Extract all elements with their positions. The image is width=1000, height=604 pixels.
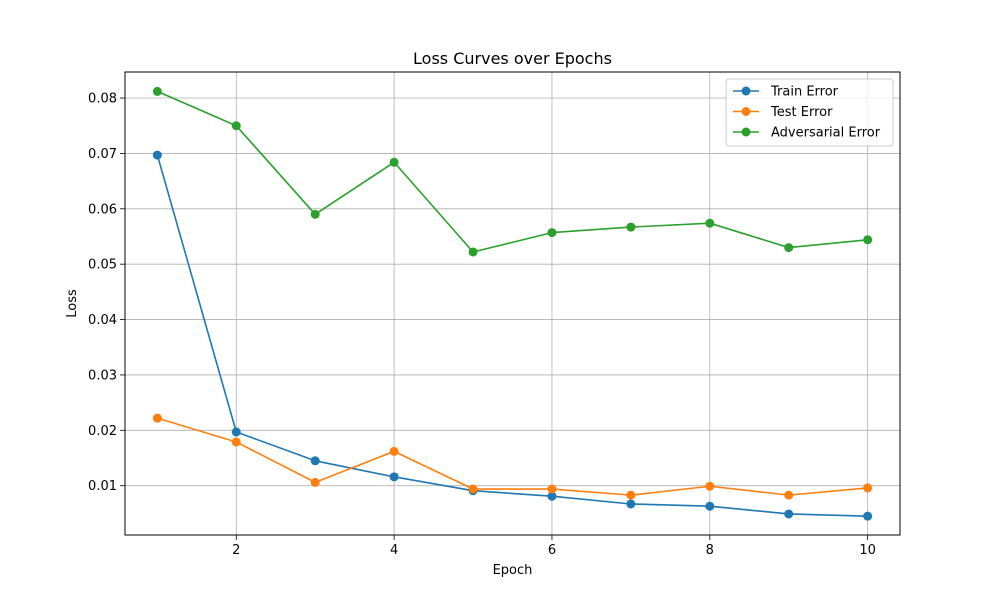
data-point: [310, 477, 320, 487]
x-axis-label: Epoch: [493, 563, 533, 578]
x-tick-label: 2: [232, 543, 240, 558]
data-point: [389, 446, 399, 456]
legend-label: Adversarial Error: [771, 126, 881, 141]
x-tick-label: 4: [390, 543, 398, 558]
data-point: [389, 157, 399, 167]
data-point: [626, 490, 636, 500]
data-point: [231, 437, 241, 447]
data-point: [152, 413, 162, 423]
plot-frame: [124, 71, 901, 536]
data-point: [705, 501, 715, 511]
x-tick-label: 8: [706, 543, 714, 558]
plot-area: [125, 72, 900, 535]
data-point: [705, 218, 715, 228]
data-point: [547, 228, 557, 238]
series-line: [157, 90, 868, 253]
data-point: [231, 121, 241, 131]
series-layer: [152, 86, 873, 521]
data-point: [626, 222, 636, 232]
y-tick-label: 0.01: [88, 479, 117, 494]
series-line: [156, 154, 868, 517]
data-point: [231, 427, 241, 437]
data-point: [547, 491, 557, 501]
y-tick-label: 0.02: [88, 424, 117, 439]
legend-item: Train Error: [733, 85, 839, 100]
data-point: [784, 243, 794, 253]
legend: Train Error Test Error Adversarial Error: [725, 78, 894, 147]
legend-label: Test Error: [770, 105, 833, 120]
legend-marker: [741, 107, 751, 116]
data-point: [152, 150, 162, 160]
y-axis-label: Loss: [65, 289, 80, 318]
chart-title: Loss Curves over Epochs: [413, 49, 612, 68]
data-point: [626, 499, 636, 509]
y-tick-label: 0.05: [88, 258, 117, 273]
data-point: [468, 247, 478, 257]
data-point: [784, 509, 794, 519]
legend-item: Test Error: [733, 105, 833, 120]
data-point: [863, 483, 873, 493]
y-tick-label: 0.04: [88, 313, 117, 328]
data-point: [310, 456, 320, 466]
tick-layer: 2 4 6 8 10 0.01 0.02 0.03 0.04 0.05 0.06 0.07 0.08: [88, 92, 876, 558]
data-point: [863, 235, 873, 245]
series-train-error: [152, 150, 873, 521]
data-point: [152, 86, 162, 96]
y-tick-label: 0.06: [88, 202, 117, 217]
y-tick-label: 0.07: [88, 147, 117, 162]
data-point: [784, 490, 794, 500]
y-tick-label: 0.03: [88, 368, 117, 383]
data-point: [547, 484, 557, 494]
legend-marker: [741, 127, 751, 137]
legend-marker: [741, 86, 751, 96]
data-point: [705, 481, 715, 491]
legend-frame: [725, 78, 894, 147]
data-point: [389, 472, 399, 482]
data-point: [310, 209, 320, 219]
y-tick-label: 0.08: [88, 92, 117, 107]
data-point: [468, 484, 478, 494]
legend-item: Adversarial Error: [733, 126, 881, 141]
grid-layer: [125, 72, 900, 535]
series-adversarial-error: [152, 86, 873, 257]
data-point: [863, 511, 873, 521]
series-test-error: [152, 413, 873, 500]
legend-label: Train Error: [770, 85, 839, 100]
x-tick-label: 6: [548, 543, 556, 558]
x-tick-label: 10: [859, 543, 876, 558]
series-line: [157, 417, 868, 496]
